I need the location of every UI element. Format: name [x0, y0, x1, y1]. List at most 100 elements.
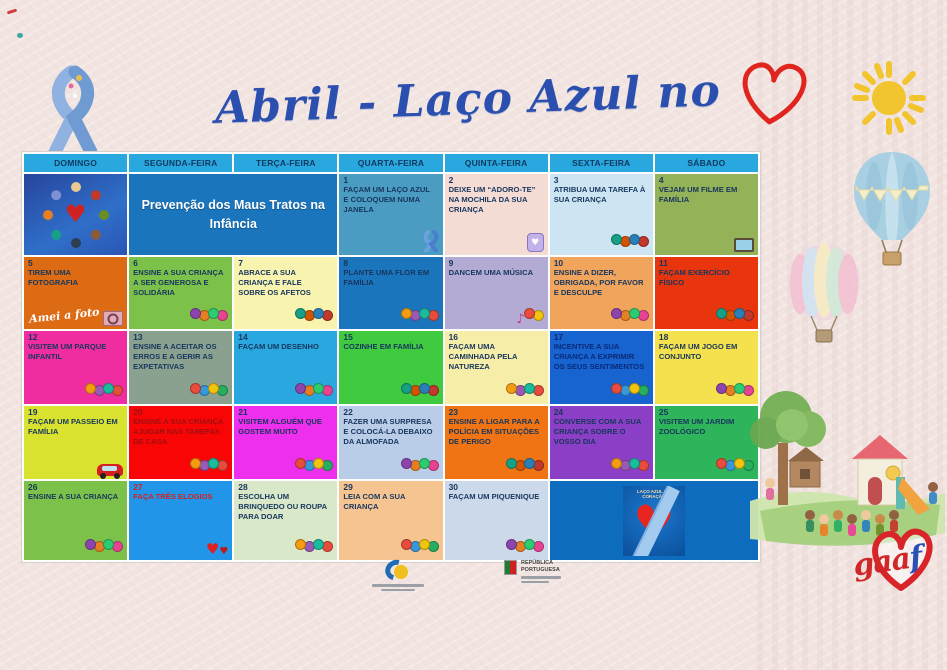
day-activity-text: PLANTE UMA FLOR EM FAMÍLIA [343, 268, 430, 288]
weekday-header-2: TERÇA-FEIRA [234, 154, 338, 172]
day-activity-text: VISITEM UM PARQUE INFANTIL [28, 342, 107, 362]
day-activity-text: ENSINE A SUA CRIANÇA A SER GENEROSA E SO… [133, 268, 224, 297]
day-activity-text: FAÇAM UMA CAMINHADA PELA NATUREZA [448, 342, 518, 371]
day-number: 6 [133, 258, 138, 268]
day-cell-1: 1 FAÇAM UM LAÇO AZUL E COLOQUEM NUMA JANE… [339, 174, 443, 255]
logo-caption-line [521, 576, 561, 579]
weekday-header-5: SEXTA-FEIRA [549, 154, 653, 172]
day-cell-7: 7 ABRACE A SUA CRIANÇA E FALE SOBRE OS AF… [234, 257, 338, 329]
day-cell-16: 16 FAÇAM UMA CAMINHADA PELA NATUREZA [444, 331, 548, 404]
phone-child-clipart [505, 458, 544, 476]
camera-icon [103, 311, 124, 326]
school-cluster-logo [370, 555, 426, 591]
heart-icon: ♥ [64, 199, 87, 228]
blue-ribbon-heart-poster: LAÇO AZUL NO CORAÇÃO♥ [622, 485, 685, 556]
day-cell-25: 25 VISITEM UM JARDIM ZOOLÓGICO [654, 406, 758, 479]
blue-awareness-ribbon-icon [34, 60, 112, 165]
blue-ribbon-icon [423, 230, 439, 252]
day-number: 17 [553, 332, 564, 342]
page-title-text: Abril - Laço Azul no [214, 65, 722, 134]
day-number: 7 [238, 258, 244, 268]
day-number: 23 [448, 407, 459, 417]
prevention-banner: Prevenção dos Maus Tratos na Infância [129, 174, 338, 255]
day-activity-text: INCENTIVE A SUA CRIANÇA A EXPRIMIR OS SE… [553, 342, 645, 371]
day-number: 5 [28, 258, 33, 268]
polite-girl-clipart [610, 308, 649, 326]
talking-kids-clipart [610, 458, 649, 476]
day-activity-text: ENSINE A DIZER, OBRIGADA, POR FAVOR E DE… [553, 268, 644, 297]
day-cell-23: 23 ENSINE A LIGAR PARA A POLÍCIA EM SITUA… [444, 406, 548, 479]
weekday-header-0: DOMINGO [24, 154, 128, 172]
day-cell-27: 27 FAÇA TRÊS ELOGIOS ♥ ♥ [129, 481, 233, 560]
zoo-clipart [716, 458, 754, 476]
day-number: 27 [133, 482, 143, 492]
calendar-grid: DOMINGO SEGUNDA-FEIRA TERÇA-FEIRA QUARTA-FE… [22, 152, 760, 562]
dancing-music-clipart: ♪ [516, 308, 544, 326]
pastel-hot-air-balloon-icon [783, 242, 865, 357]
logo-caption-line [381, 588, 415, 591]
day-number: 14 [238, 332, 248, 342]
family-visit-clipart [295, 458, 334, 476]
day-number: 2 [448, 175, 454, 185]
day-cell-3: 3 ATRIBUA UMA TAREFA À SUA CRIANÇA [549, 174, 653, 255]
red-heart-outline-icon [727, 52, 817, 141]
day-activity-text: DEIXE UM “ADORO-TE” NA MOCHILA DA SUA CR… [448, 185, 536, 214]
day-number: 19 [28, 407, 38, 417]
gaaf-heart-logo: gaaf [851, 520, 941, 596]
day-cell-28: 28 ESCOLHA UM BRINQUEDO OU ROUPA PARA DOA… [234, 481, 338, 560]
day-activity-text: ABRACE A SUA CRIANÇA E FALE SOBRE OS AFE… [238, 268, 311, 297]
hearts-icon: ♥ ♥ [205, 540, 229, 558]
day-activity-text: VISITEM ALGUÉM QUE GOSTEM MUITO [238, 417, 322, 437]
day-number: 1 [343, 175, 349, 185]
day-activity-text: FAÇA TRÊS ELOGIOS [133, 492, 213, 502]
day-number: 24 [553, 407, 564, 417]
kids-clipart [85, 539, 124, 557]
day-cell-12: 12 VISITEM UM PARQUE INFANTIL [24, 331, 128, 404]
day-number: 16 [448, 332, 459, 342]
day-activity-text: TIREM UMA FOTOGRAFIA [28, 268, 79, 288]
day-activity-text: FAÇAM EXERCÍCIO FÍSICO [658, 268, 730, 288]
kids-clipart [190, 308, 229, 326]
car-icon [97, 464, 124, 479]
day-number: 10 [553, 258, 564, 268]
day-cell-11: 11 FAÇAM EXERCÍCIO FÍSICO [654, 257, 758, 329]
day-activity-text: FAÇAM UM JOGO EM CONJUNTO [658, 342, 738, 362]
family-tv-clipart [734, 238, 754, 252]
weekday-header-6: SÁBADO [654, 154, 758, 172]
day-number: 13 [133, 332, 143, 342]
day-activity-text: COZINHE EM FAMÍLIA [343, 342, 424, 352]
day-number: 15 [343, 332, 353, 342]
paper-speck [17, 33, 23, 38]
day-cell-5: 5 TIREM UMA FOTOGRAFIA Amei a foto [24, 257, 128, 329]
day-cell-14: 14 FAÇAM UM DESENHO [234, 331, 338, 404]
day-cell-26: 26 ENSINE A SUA CRIANÇA [24, 481, 128, 560]
donation-clipart [295, 539, 334, 557]
emotions-clipart [610, 383, 649, 401]
day-activity-text: VEJAM UM FILME EM FAMÍLIA [658, 185, 738, 205]
school-logo-icon [381, 555, 411, 585]
planting-clipart [400, 308, 439, 326]
day-activity-text: ENSINE A ACEITAR OS ERROS E A GERIR AS E… [133, 342, 217, 371]
blue-hot-air-balloon-icon [849, 148, 935, 273]
footer-logos: REPÚBLICA PORTUGUESA [370, 555, 590, 591]
paper-speck [6, 8, 18, 15]
day-cell-19: 19 FAÇAM UM PASSEIO EM FAMÍLIA [24, 406, 128, 479]
day-cell-24: 24 CONVERSE COM A SUA CRIANÇA SOBRE O VOS… [549, 406, 653, 479]
hug-clipart [295, 308, 334, 326]
gaaf-heart-icon [872, 528, 933, 591]
day-activity-text: VISITEM UM JARDIM ZOOLÓGICO [658, 417, 735, 437]
day-cell-18: 18 FAÇAM UM JOGO EM CONJUNTO [654, 331, 758, 404]
day-activity-text: FAÇAM UM PASSEIO EM FAMÍLIA [28, 417, 118, 437]
day-activity-text: FAÇAM UM DESENHO [238, 342, 319, 352]
day-activity-text: FAÇAM UM LAÇO AZUL E COLOQUEM NUMA JANEL… [343, 185, 430, 214]
day-activity-text: ENSINE A SUA CRIANÇA AJUDAR NAS TAREFAS … [133, 417, 224, 446]
day-activity-text: ENSINE A SUA CRIANÇA [28, 492, 119, 502]
day-cell-13: 13 ENSINE A ACEITAR OS ERROS E A GERIR AS… [129, 331, 233, 404]
day-number: 30 [448, 482, 459, 492]
day-number: 4 [658, 175, 664, 185]
day-cell-17: 17 INCENTIVE A SUA CRIANÇA A EXPRIMIR OS … [549, 331, 653, 404]
day-cell-4: 4 VEJAM UM FILME EM FAMÍLIA [654, 174, 758, 255]
kids-clipart [190, 383, 229, 401]
backpack-icon: ♥ [526, 233, 544, 252]
